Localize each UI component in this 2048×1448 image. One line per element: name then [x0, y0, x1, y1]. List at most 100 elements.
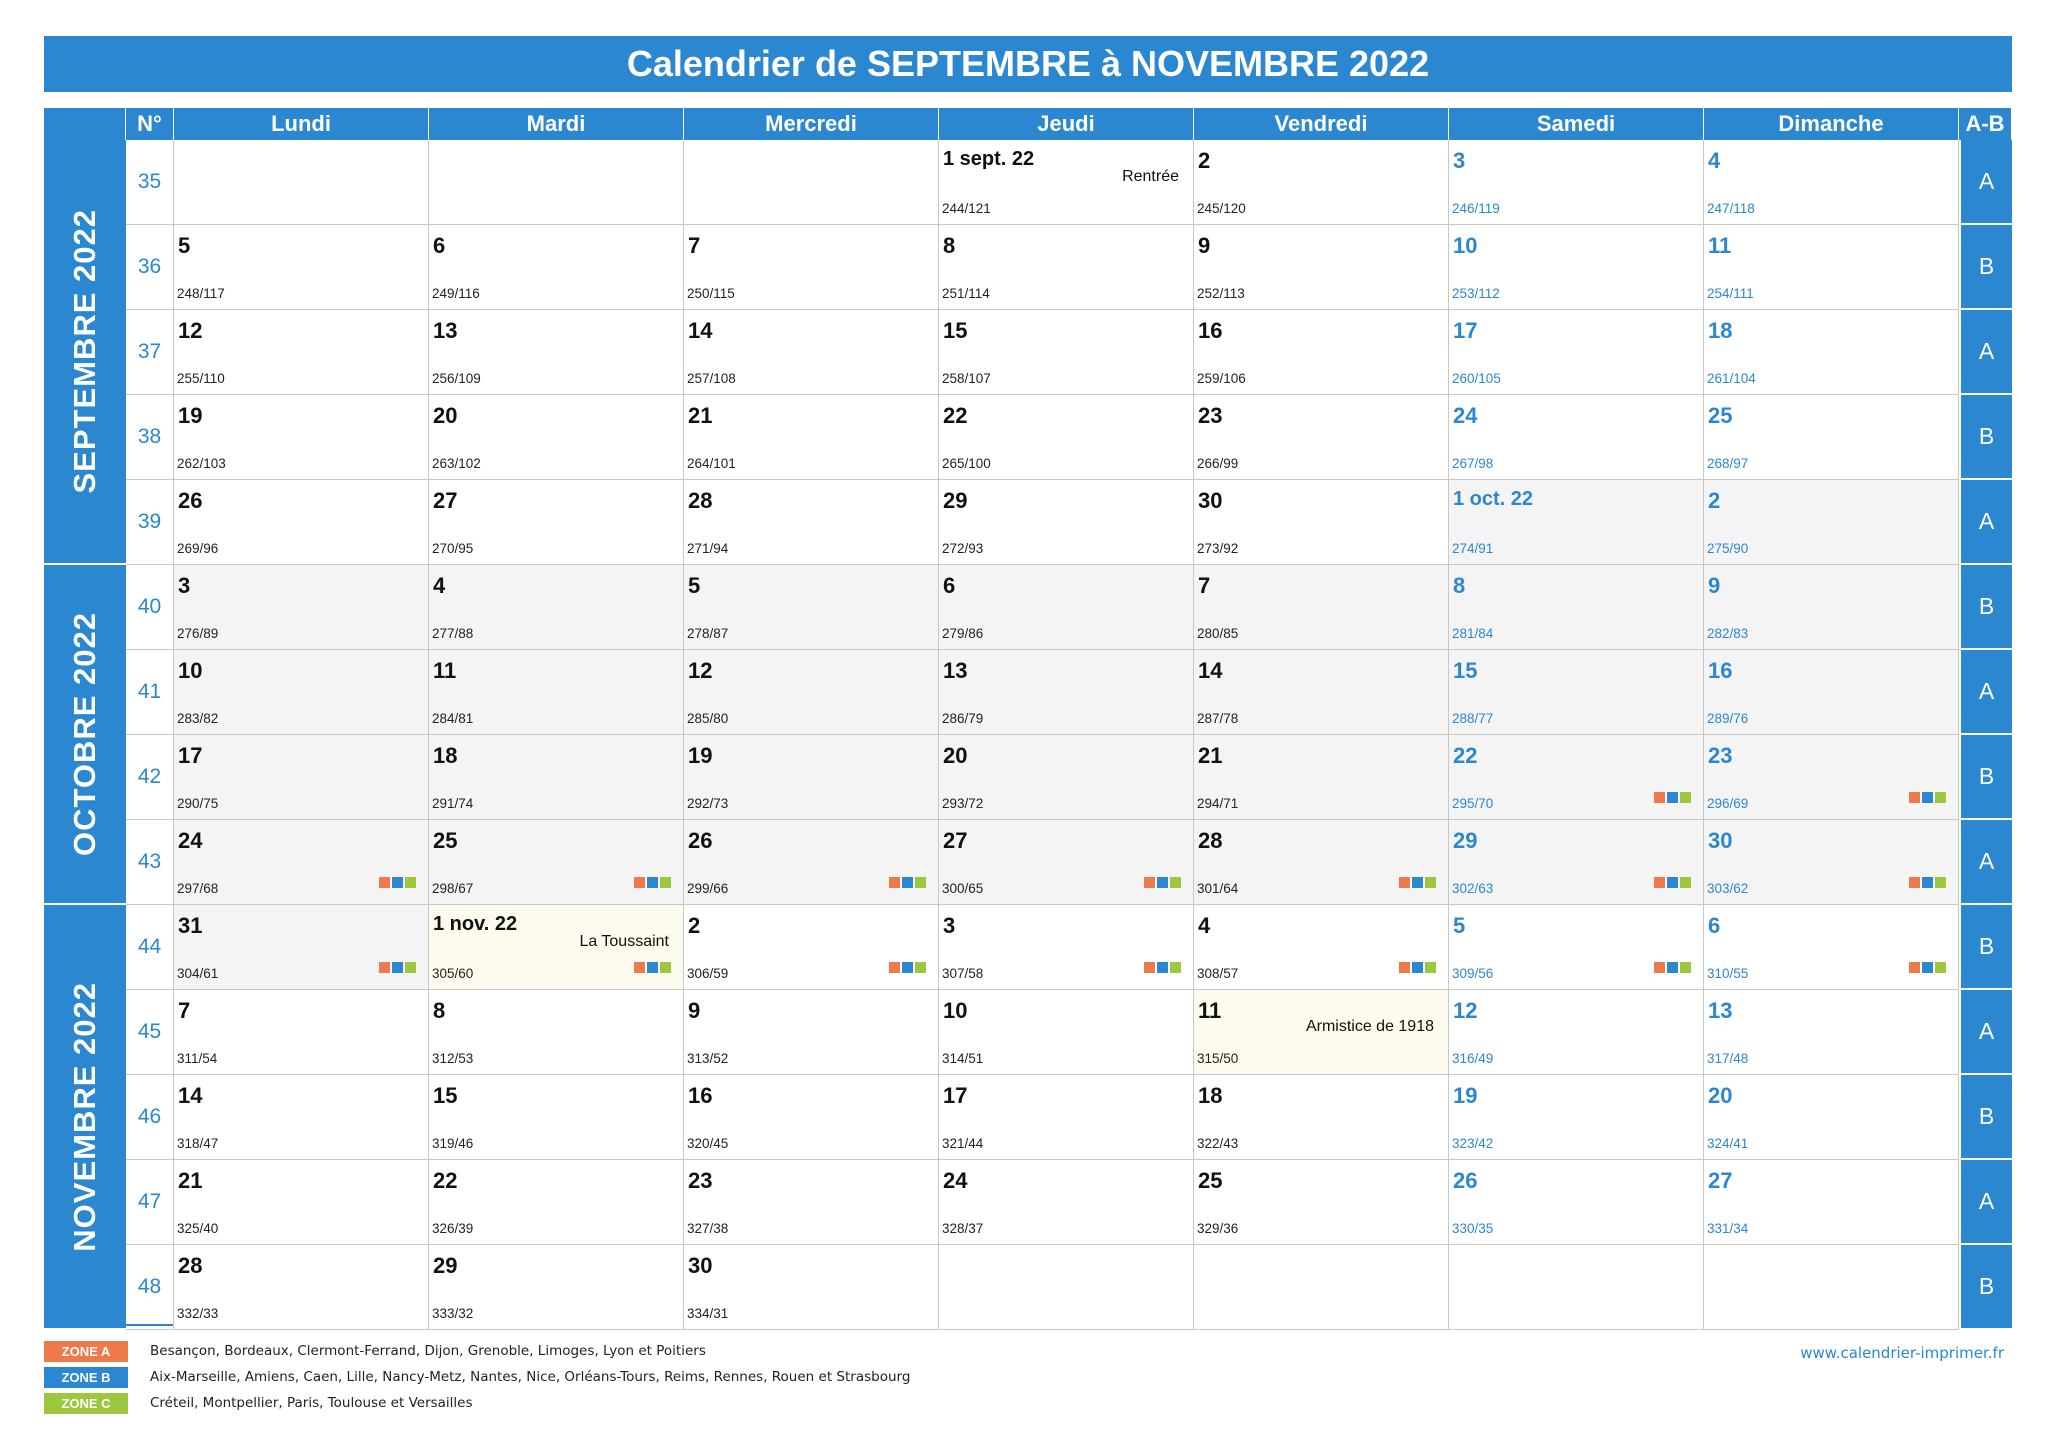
school-holiday-zones: [1654, 792, 1691, 803]
day-cell: 9 313/52: [684, 990, 939, 1075]
day-number: 10: [943, 998, 968, 1023]
week-number: 48: [126, 1245, 174, 1330]
day-number: 6: [433, 233, 446, 258]
day-number: 7: [178, 998, 191, 1023]
day-number: 24: [943, 1168, 968, 1193]
day-cell: 26 269/96: [174, 480, 429, 565]
day-of-year: 306/59: [687, 966, 729, 981]
day-cell: 2 245/120: [1194, 140, 1449, 225]
zone-a-cities: Besançon, Bordeaux, Clermont-Ferrand, Di…: [150, 1343, 706, 1359]
zone-a-square: [889, 962, 900, 973]
day-of-year: 303/62: [1707, 881, 1749, 896]
day-of-year: 244/121: [942, 201, 991, 216]
day-of-year: 319/46: [432, 1136, 474, 1151]
day-number: 18: [1198, 1083, 1223, 1108]
school-holiday-zones: [1909, 792, 1946, 803]
school-holiday-zones: [379, 877, 416, 888]
day-of-year: 321/44: [942, 1136, 984, 1151]
day-number: 24: [178, 828, 203, 853]
header-day-vendredi: Vendredi: [1194, 108, 1449, 140]
day-of-year: 256/109: [432, 371, 481, 386]
empty-day-cell: [429, 140, 684, 225]
day-of-year: 320/45: [687, 1136, 729, 1151]
header-day-mardi: Mardi: [429, 108, 684, 140]
day-of-year: 276/89: [177, 626, 219, 641]
day-cell: 13 286/79: [939, 650, 1194, 735]
day-number: 30: [1198, 488, 1223, 513]
week-number: 43: [126, 820, 174, 905]
day-of-year: 260/105: [1452, 371, 1501, 386]
website-link[interactable]: www.calendrier-imprimer.fr: [1800, 1344, 2004, 1362]
day-number: 9: [688, 998, 701, 1023]
day-number: 26: [178, 488, 203, 513]
day-number: 12: [1453, 998, 1478, 1023]
day-number: 11: [1708, 233, 1732, 258]
week-number: 41: [126, 650, 174, 735]
day-of-year: 300/65: [942, 881, 984, 896]
zone-b-square: [1412, 962, 1423, 973]
zone-b-square: [1667, 792, 1678, 803]
day-of-year: 314/51: [942, 1051, 984, 1066]
zone-b-cities: Aix-Marseille, Amiens, Caen, Lille, Nanc…: [150, 1369, 911, 1385]
day-cell: 6 310/55: [1704, 905, 1959, 990]
week-ab-label: B: [1959, 225, 2012, 310]
month-label-text: SEPTEMBRE 2022: [67, 209, 102, 494]
zone-a-badge: ZONE A: [44, 1340, 128, 1362]
day-number: 18: [433, 743, 458, 768]
day-cell: 19 262/103: [174, 395, 429, 480]
day-number: 1 nov. 22: [433, 913, 518, 935]
day-of-year: 298/67: [432, 881, 474, 896]
day-number: 9: [1708, 573, 1721, 598]
day-cell: 25 268/97: [1704, 395, 1959, 480]
week-number: 46: [126, 1075, 174, 1160]
empty-day-cell: [174, 140, 429, 225]
day-number: 14: [178, 1083, 203, 1108]
day-number: 10: [1453, 233, 1478, 258]
school-holiday-zones: [1654, 962, 1691, 973]
day-cell: 7 311/54: [174, 990, 429, 1075]
zone-b-square: [1412, 877, 1423, 888]
day-cell: 8 312/53: [429, 990, 684, 1075]
day-of-year: 291/74: [432, 796, 474, 811]
header-ab: A-B: [1959, 108, 2012, 140]
day-number: 26: [688, 828, 713, 853]
day-cell: 27 300/65: [939, 820, 1194, 905]
week-number: 42: [126, 735, 174, 820]
day-of-year: 288/77: [1452, 711, 1494, 726]
school-holiday-zones: [1399, 877, 1436, 888]
day-of-year: 284/81: [432, 711, 474, 726]
day-cell: 1 oct. 22 274/91: [1449, 480, 1704, 565]
zone-c-square: [405, 877, 416, 888]
zone-c-square: [660, 962, 671, 973]
zone-b-square: [1922, 962, 1933, 973]
zone-a-square: [1909, 962, 1920, 973]
week-number: 35: [126, 140, 174, 225]
day-of-year: 331/34: [1707, 1221, 1749, 1236]
day-of-year: 315/50: [1197, 1051, 1239, 1066]
month-label: SEPTEMBRE 2022: [44, 140, 126, 565]
day-number: 15: [943, 318, 968, 343]
zone-b-square: [1667, 877, 1678, 888]
day-number: 22: [1453, 743, 1478, 768]
day-of-year: 329/36: [1197, 1221, 1239, 1236]
day-cell: 5 278/87: [684, 565, 939, 650]
zone-b-badge: ZONE B: [44, 1366, 128, 1388]
day-cell: 20 324/41: [1704, 1075, 1959, 1160]
day-cell: 8 281/84: [1449, 565, 1704, 650]
day-of-year: 325/40: [177, 1221, 219, 1236]
day-of-year: 304/61: [177, 966, 219, 981]
week-ab-label: A: [1959, 480, 2012, 565]
day-of-year: 262/103: [177, 456, 226, 471]
day-of-year: 265/100: [942, 456, 991, 471]
week-number: 37: [126, 310, 174, 395]
day-number: 19: [688, 743, 713, 768]
day-of-year: 290/75: [177, 796, 219, 811]
day-cell: 10 283/82: [174, 650, 429, 735]
day-number: 29: [1453, 828, 1478, 853]
day-cell: 24 297/68: [174, 820, 429, 905]
day-of-year: 273/92: [1197, 541, 1239, 556]
week-ab-label: A: [1959, 310, 2012, 395]
day-cell: 23 266/99: [1194, 395, 1449, 480]
day-number: 13: [1708, 998, 1733, 1023]
day-of-year: 317/48: [1707, 1051, 1749, 1066]
